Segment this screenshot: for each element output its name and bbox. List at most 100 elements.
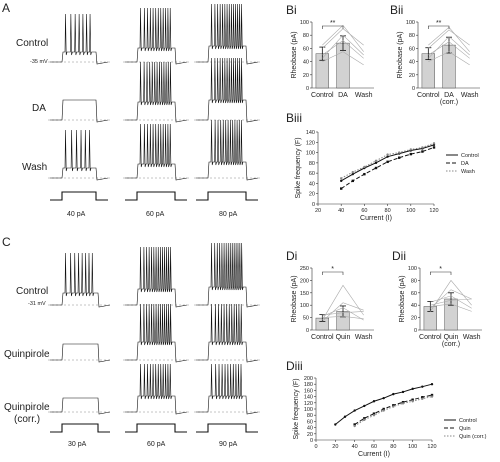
data-point — [353, 423, 356, 426]
cell-line — [322, 302, 364, 322]
y-tick-label: 60 — [303, 46, 309, 52]
y-axis-label: Spike frequency (F) — [295, 137, 302, 198]
y-tick-label: 60 — [307, 419, 313, 425]
y-tick-label: 80 — [309, 161, 315, 167]
y-tick-label: 140 — [304, 395, 313, 401]
voltage-label-c: -31 mV — [28, 301, 46, 307]
data-point — [382, 407, 385, 411]
legend-entry: Wash — [461, 169, 475, 175]
cell-line — [322, 24, 364, 52]
y-tick-label: 40 — [409, 60, 415, 66]
data-point — [421, 385, 424, 388]
y-tick-label: 180 — [304, 382, 313, 388]
y-tick-label: 140 — [306, 130, 315, 136]
y-tick-label: 80 — [307, 413, 313, 419]
wash-trace — [125, 123, 188, 181]
legend-entry: Control — [461, 153, 479, 159]
data-point — [409, 152, 412, 156]
data-point — [401, 402, 405, 405]
current-step — [196, 191, 258, 201]
data-point — [386, 153, 389, 156]
x-tick-label: 80 — [385, 208, 391, 214]
current-label-3: 80 pA — [219, 211, 238, 218]
data-point — [409, 148, 412, 151]
cell-line — [322, 51, 364, 66]
cell-line — [428, 41, 470, 59]
current-steps-c — [50, 423, 258, 433]
data-point — [386, 160, 389, 164]
data-point — [334, 423, 337, 426]
x-tick-label: 20 — [315, 208, 321, 214]
y-tick-label: 0 — [306, 86, 309, 92]
data-point — [363, 165, 366, 169]
row-label-control: Control — [16, 38, 48, 49]
cell-line — [322, 34, 364, 59]
data-point — [392, 405, 395, 408]
panel-label-biii: Biii — [286, 111, 302, 125]
data-point — [363, 417, 366, 420]
y-tick-label: 0 — [312, 202, 315, 208]
data-point — [401, 390, 405, 394]
x-tick-label: 120 — [427, 444, 436, 450]
y-tick-label: 150 — [300, 291, 309, 297]
cell-line — [430, 295, 472, 309]
data-point — [421, 150, 424, 153]
cell-line — [430, 303, 472, 312]
data-point — [432, 146, 436, 149]
data-point — [421, 396, 424, 399]
data-point — [392, 392, 395, 396]
quinpirole-trace — [196, 303, 259, 363]
data-point — [430, 393, 434, 397]
data-point — [353, 424, 356, 428]
sig-bracket — [430, 271, 452, 275]
data-point — [363, 404, 366, 408]
data-point — [340, 187, 343, 190]
y-tick-label: 20 — [411, 316, 417, 322]
y-tick-label: 100 — [306, 151, 315, 157]
y-axis-label: Rheobase (pA) — [291, 275, 298, 322]
y-tick-label: 100 — [304, 407, 313, 413]
y-tick-label: 160 — [304, 388, 313, 394]
x-tick-label: 80 — [390, 444, 396, 450]
x-tick-label: 100 — [408, 444, 417, 450]
cell-line — [430, 298, 472, 306]
row-label-quinpirole: Quinpirole — [4, 349, 50, 360]
traces-a — [48, 3, 260, 181]
sig-bracket — [428, 25, 450, 29]
series-line-0 — [335, 383, 433, 425]
data-point — [421, 397, 424, 400]
y-tick-label: 50 — [303, 316, 309, 322]
x-tick-label: 40 — [338, 208, 344, 214]
data-point — [372, 400, 376, 403]
row-label-da: DA — [32, 103, 46, 114]
data-point — [382, 396, 385, 400]
quinpirole-corr-trace — [125, 363, 188, 415]
current-label-c-1: 30 pA — [68, 441, 87, 448]
y-tick-label: 20 — [409, 73, 415, 79]
y-tick-label: 60 — [411, 291, 417, 297]
row-label-quinpirole-corr-2: (corr.) — [14, 414, 40, 425]
y-axis-label: Rheobase (pA) — [397, 31, 404, 78]
y-tick-label: 60 — [409, 46, 415, 52]
category-label: Wash — [463, 334, 481, 341]
data-point — [351, 172, 354, 176]
legend-entry: DA — [461, 161, 469, 167]
quinpirole-corr-trace — [196, 363, 259, 415]
x-tick-label: 120 — [429, 208, 438, 214]
y-tick-label: 60 — [309, 171, 315, 177]
cell-line — [430, 279, 472, 312]
sig-marker: ** — [330, 20, 336, 27]
current-label-c-3: 90 pA — [219, 441, 238, 448]
y-axis-label: Rheobase (pA) — [399, 275, 406, 322]
x-tick-label: 0 — [314, 444, 317, 450]
y-tick-label: 20 — [307, 432, 313, 438]
panel-label-di: Di — [286, 249, 297, 263]
data-point — [343, 415, 347, 418]
quinpirole-corr-trace — [50, 397, 111, 415]
data-point — [374, 166, 378, 170]
cell-line — [322, 311, 364, 316]
sig-marker: ** — [436, 20, 442, 27]
